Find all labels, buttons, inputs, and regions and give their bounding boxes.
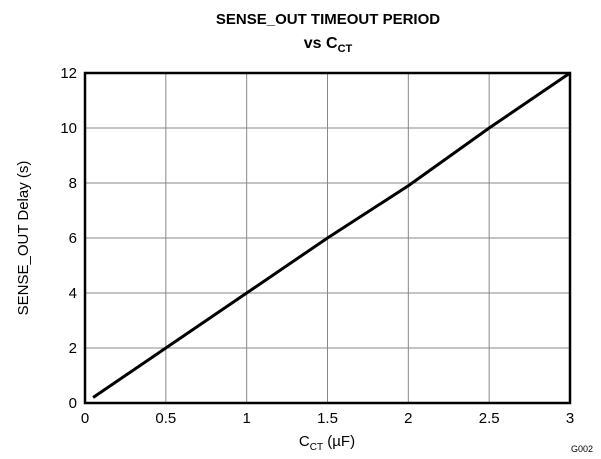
y-tick-label: 10: [60, 120, 77, 137]
x-tick-label: 1: [242, 410, 250, 427]
x-label-text: C: [299, 433, 310, 450]
x-tick-label: 0: [81, 410, 89, 427]
chart-title: SENSE_OUT TIMEOUT PERIOD: [216, 11, 440, 28]
x-tick-label: 3: [566, 410, 574, 427]
x-tick-label: 2: [404, 410, 412, 427]
y-axis-label: SENSE_OUT Delay (s): [15, 161, 32, 316]
x-tick-label: 1.5: [317, 410, 338, 427]
data-line: [92, 71, 571, 399]
chart-subtitle: vs CCT: [304, 35, 353, 55]
y-tick-label: 6: [69, 230, 77, 247]
y-tick-label: 4: [69, 285, 77, 302]
x-tick-label: 0.5: [155, 410, 176, 427]
note: G002: [571, 444, 593, 454]
y-tick-label: 2: [69, 340, 77, 357]
plot-frame: [83, 71, 572, 405]
y-tick-label: 12: [60, 65, 77, 82]
x-tick-label: 2.5: [479, 410, 500, 427]
x-label-sub: CT: [310, 442, 323, 453]
subtitle-sub: CT: [338, 43, 353, 55]
y-tick-label: 8: [69, 175, 77, 192]
x-axis-label: CCT (µF): [299, 433, 355, 453]
subtitle-text: vs C: [304, 35, 338, 52]
y-tick-label: 0: [69, 395, 77, 412]
x-label-unit: (µF): [323, 433, 355, 450]
